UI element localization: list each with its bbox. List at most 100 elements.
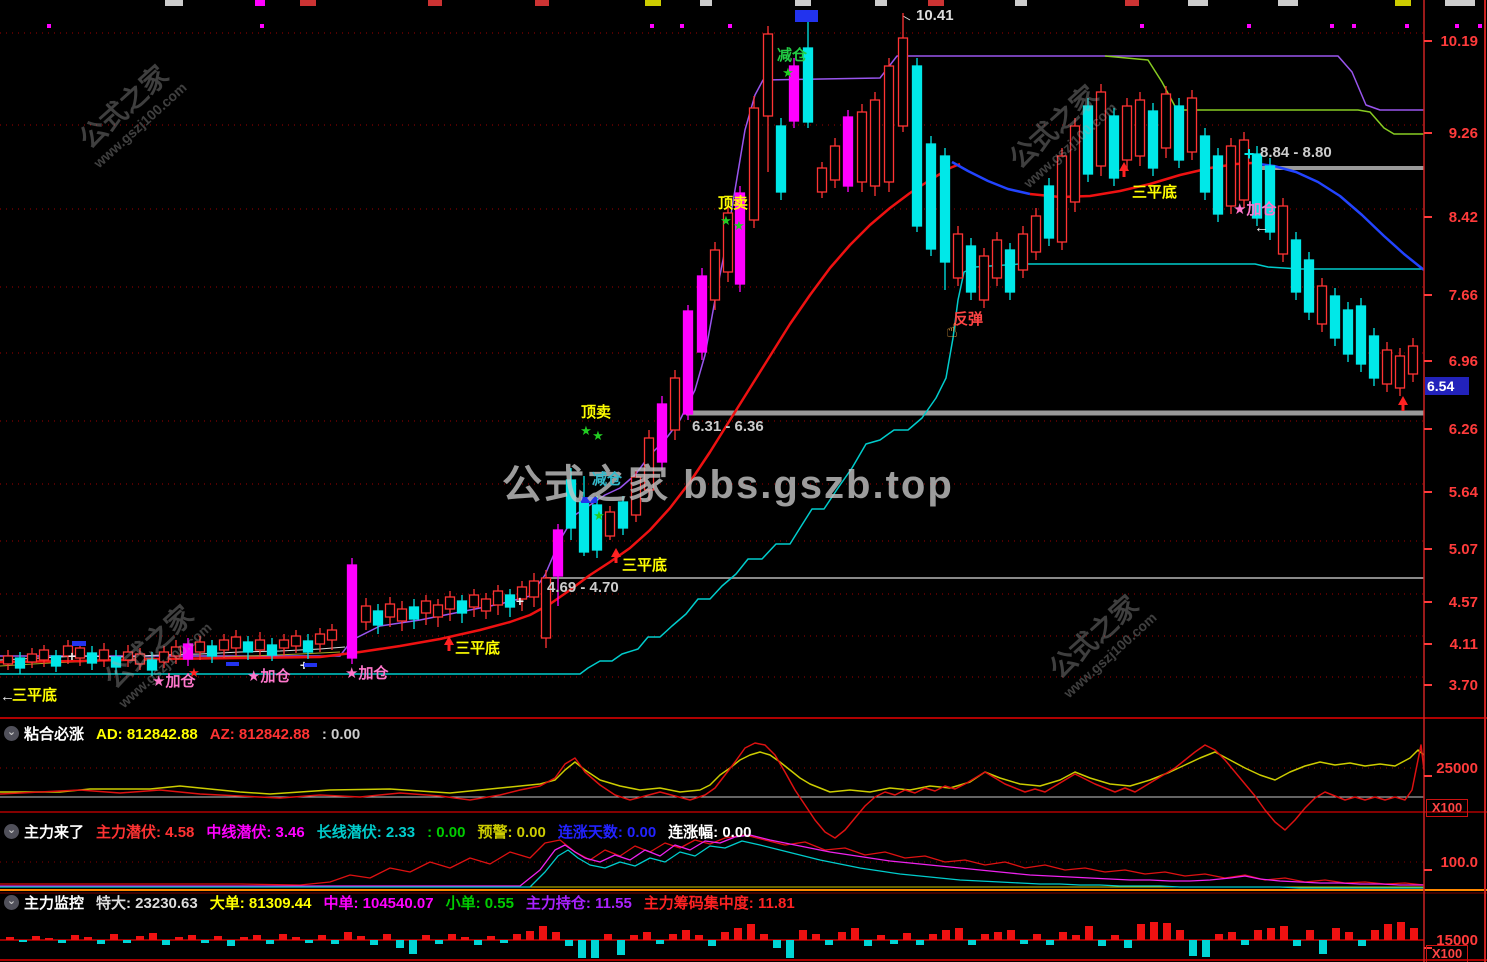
panel-header-indicator2[interactable]: ⌄ 主力来了 主力潜伏: 4.58 中线潜伏: 3.46 长线潜伏: 2.33: 0.…	[4, 821, 764, 841]
price-axis-label: 6.96	[1448, 353, 1478, 370]
volume-bar	[1384, 924, 1392, 940]
candle-body	[1394, 355, 1406, 389]
candle-body	[788, 65, 800, 122]
menu-item-fragment[interactable]	[1445, 0, 1475, 6]
volume-bar	[71, 935, 79, 940]
watermark-center: 公式之家 bbs.gszb.top	[502, 463, 954, 507]
menu-item-fragment[interactable]	[428, 0, 442, 6]
collapse-chevron-icon[interactable]: ⌄	[4, 725, 19, 741]
candle-body	[1368, 335, 1380, 379]
candle-body	[1238, 139, 1250, 201]
volume-bar	[903, 933, 911, 940]
cyan-cross-marker: +	[1244, 144, 1255, 164]
volume-bar	[1098, 940, 1106, 946]
indicator-axis-label: 15000	[1436, 932, 1478, 949]
price-axis-label: 6.26	[1448, 421, 1478, 438]
high-callout-line	[902, 15, 911, 21]
volume-bar	[201, 940, 209, 943]
indicator-value-label: 中线潜伏: 3.46	[206, 823, 305, 841]
volume-bar	[123, 940, 131, 943]
annotation-jiacang-3: ★加仓	[345, 665, 389, 682]
menu-item-fragment[interactable]	[700, 0, 712, 6]
left-arrow-marker: ←	[0, 688, 15, 705]
candle-body	[630, 476, 642, 516]
candle-body	[326, 629, 338, 641]
volume-bar	[1163, 923, 1171, 940]
volume-bar	[1007, 930, 1015, 940]
menu-item-fragment[interactable]	[645, 0, 661, 6]
panel-header-indicator3[interactable]: ⌄ 主力监控 特大: 23230.63 大单: 81309.44 中单: 104540…	[4, 892, 807, 912]
menu-item-fragment[interactable]	[165, 0, 183, 6]
candle-body	[883, 65, 895, 183]
menu-item-fragment[interactable]	[1015, 0, 1027, 6]
collapse-chevron-icon[interactable]: ⌄	[4, 823, 19, 839]
volume-bar	[32, 936, 40, 940]
candle-body	[1225, 145, 1237, 207]
volume-bar	[1020, 940, 1028, 944]
collapse-chevron-icon[interactable]: ⌄	[4, 894, 19, 910]
volume-bar	[1410, 928, 1418, 940]
candle-body	[444, 596, 456, 610]
menu-item-fragment[interactable]	[928, 0, 944, 6]
candle-body	[456, 600, 468, 614]
candle-body	[842, 116, 854, 187]
indicator-value-label: 特大: 23230.63	[96, 894, 198, 912]
menu-hotkey-dot	[650, 24, 654, 28]
volume-bar	[1215, 934, 1223, 940]
panel-header-indicator1[interactable]: ⌄ 粘合必涨 AD: 812842.88 AZ: 812842.88: 0.00	[4, 723, 372, 743]
candle-body	[748, 107, 760, 221]
price-axis-label: 3.70	[1448, 677, 1478, 694]
volume-bar	[435, 940, 443, 944]
volume-bar	[266, 940, 274, 944]
menu-item-fragment[interactable]	[300, 0, 316, 6]
volume-bar	[942, 930, 950, 940]
p2-red-line	[0, 834, 1425, 886]
volume-bar	[617, 940, 625, 955]
volume-bar	[877, 935, 885, 940]
candle-body	[1251, 153, 1263, 219]
candle-body	[1407, 345, 1419, 375]
annotation-high-value: 10.41	[916, 7, 954, 24]
menu-item-fragment[interactable]	[535, 0, 549, 6]
indicator-axis-label: 25000	[1436, 760, 1478, 777]
candle-body	[829, 145, 841, 181]
candle-body	[2, 655, 14, 665]
volume-bar	[1085, 926, 1093, 940]
red-up-arrow-marker	[611, 548, 621, 557]
candle-body	[856, 111, 868, 183]
annotation-sanpingdi-3: 三平底	[622, 557, 668, 574]
volume-bar	[318, 935, 326, 940]
candle-body	[1381, 349, 1393, 385]
menu-item-fragment[interactable]	[1125, 0, 1139, 6]
candle-body	[432, 604, 444, 618]
menu-item-fragment[interactable]	[1395, 0, 1411, 6]
candle-body	[965, 245, 977, 293]
menu-item-fragment[interactable]	[255, 0, 265, 6]
volume-bar	[604, 934, 612, 940]
menu-item-fragment[interactable]	[875, 0, 887, 6]
volume-bar	[773, 940, 781, 948]
indicator-value-label: 中单: 104540.07	[323, 894, 434, 912]
menu-hotkey-dot	[1140, 24, 1144, 28]
volume-bar	[6, 937, 14, 940]
green-star-marker: ★	[580, 423, 592, 438]
red-up-arrow-tail	[614, 556, 618, 563]
volume-bar	[851, 928, 859, 940]
indicator-axis-label: 100.0	[1440, 854, 1478, 871]
menu-hotkey-dot	[1330, 24, 1334, 28]
candle-body	[709, 249, 721, 301]
candle-body	[134, 653, 146, 665]
volume-bar	[799, 930, 807, 940]
annotation-range-631: 6.31 - 6.36	[692, 418, 764, 435]
menu-item-fragment[interactable]	[1278, 0, 1298, 6]
volume-bar	[656, 940, 664, 944]
menu-item-fragment[interactable]	[795, 0, 811, 6]
menu-item-fragment[interactable]	[1188, 0, 1208, 6]
volume-bar	[760, 934, 768, 940]
volume-bar	[175, 937, 183, 940]
hand-pointer-icon: ☝	[946, 321, 958, 342]
candle-body	[991, 239, 1003, 279]
candle-body	[372, 610, 384, 626]
volume-bar	[643, 932, 651, 940]
